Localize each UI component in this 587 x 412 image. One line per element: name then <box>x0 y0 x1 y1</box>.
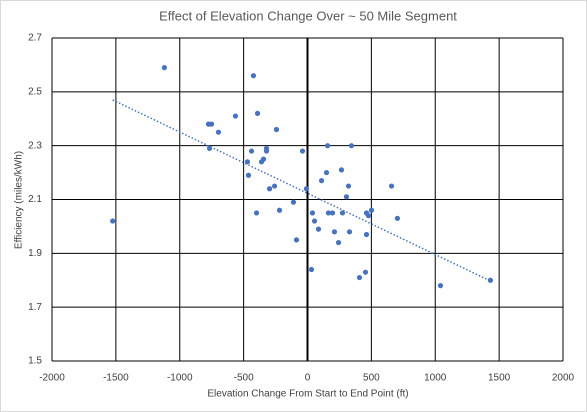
data-point <box>315 226 322 232</box>
data-point <box>487 277 494 283</box>
data-point <box>303 186 310 192</box>
data-point <box>271 183 278 189</box>
chart-title: Effect of Elevation Change Over ~ 50 Mil… <box>159 8 457 23</box>
data-point <box>276 207 283 213</box>
data-point <box>324 143 331 149</box>
data-point <box>388 183 395 189</box>
data-point <box>208 121 215 127</box>
data-point <box>311 218 318 224</box>
y-tick-label: 1.9 <box>28 248 42 259</box>
data-point <box>245 172 252 178</box>
data-point <box>394 215 401 221</box>
x-tick-label: 0 <box>305 373 311 384</box>
data-point <box>232 113 239 119</box>
x-tick-label: -1000 <box>167 373 193 384</box>
y-tick-label: 2.5 <box>28 86 42 97</box>
y-tick-label: 1.7 <box>28 302 42 313</box>
data-point <box>263 145 270 151</box>
data-point <box>290 199 297 205</box>
data-point <box>362 269 369 275</box>
data-point <box>437 283 444 289</box>
data-point <box>318 178 325 184</box>
x-axis-label: Elevation Change From Start to End Point… <box>207 389 408 400</box>
x-tick-label: -500 <box>234 373 254 384</box>
x-tick-label: 2000 <box>552 373 575 384</box>
data-point <box>339 210 346 216</box>
data-point <box>348 143 355 149</box>
data-point <box>356 274 363 281</box>
data-point <box>206 145 213 151</box>
data-point <box>161 65 168 71</box>
data-point <box>346 229 353 235</box>
data-point <box>250 73 257 79</box>
data-point <box>244 159 251 165</box>
x-tick-label: 1000 <box>424 373 447 384</box>
y-axis-label: Efficiency (miles/kWh) <box>14 151 25 249</box>
trendline <box>112 99 490 281</box>
data-point <box>325 210 332 216</box>
data-point <box>338 167 345 173</box>
data-point <box>363 231 370 238</box>
data-point <box>345 183 352 189</box>
data-point <box>329 210 336 216</box>
data-point <box>299 148 306 154</box>
x-tick-label: 500 <box>363 373 380 384</box>
y-tick-label: 2.7 <box>28 33 42 44</box>
x-tick-label: 1500 <box>488 373 511 384</box>
y-tick-label: 1.5 <box>28 356 42 367</box>
data-point <box>309 210 316 216</box>
x-tick-label: -2000 <box>39 373 65 384</box>
data-point <box>343 194 350 200</box>
data-point <box>365 213 372 219</box>
data-point <box>266 186 273 192</box>
y-tick-label: 2.1 <box>28 194 42 205</box>
data-point <box>273 126 280 133</box>
data-point <box>368 207 375 213</box>
data-point <box>253 210 260 216</box>
y-tick-label: 2.3 <box>28 140 42 151</box>
data-point <box>335 239 342 246</box>
data-point <box>260 156 267 162</box>
data-point <box>331 229 338 235</box>
x-tick-label: -1500 <box>103 373 129 384</box>
data-point <box>110 218 116 224</box>
data-point <box>254 110 261 116</box>
data-point <box>248 148 255 154</box>
data-point <box>308 266 315 273</box>
data-point <box>293 237 300 243</box>
data-point <box>215 129 222 135</box>
data-point <box>323 169 330 176</box>
